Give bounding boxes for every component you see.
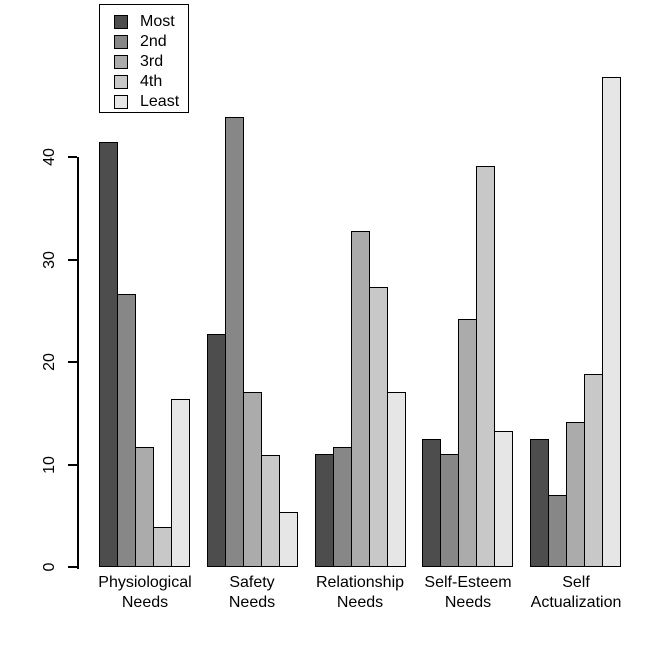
x-axis-label-line: Needs <box>121 594 169 611</box>
bar-3rd-group2 <box>243 392 262 567</box>
legend: Most 2nd 3rd 4th Least <box>99 4 189 113</box>
bar-2nd-group3 <box>333 447 352 567</box>
y-axis-tick-label: 0 <box>41 562 58 572</box>
legend-row-2nd: 2nd <box>114 32 188 52</box>
bar-2nd-group4 <box>440 454 459 567</box>
legend-row-3rd: 3rd <box>114 52 188 72</box>
x-axis-category-label: Safety Needs <box>167 573 337 613</box>
y-axis-tick <box>68 463 77 466</box>
x-axis-label-line: Needs <box>444 594 492 611</box>
bar-3rd-group4 <box>458 319 477 567</box>
y-axis-tick <box>68 156 77 158</box>
x-axis-category-label: Relationship Needs <box>275 573 445 613</box>
bar-4th-group5 <box>584 374 603 567</box>
legend-swatch-most <box>114 15 128 29</box>
legend-row-most: Most <box>114 12 188 32</box>
bar-most-group4 <box>422 439 441 567</box>
y-axis-tick-label: 10 <box>41 455 58 474</box>
legend-swatch-2nd <box>114 35 128 49</box>
bar-2nd-group1 <box>117 294 136 567</box>
legend-label-2nd: 2nd <box>140 33 167 50</box>
x-axis-category-label: Physiological Needs <box>60 573 230 613</box>
legend-swatch-least <box>114 95 128 109</box>
bar-4th-group4 <box>476 166 495 567</box>
y-axis-tick-label: 30 <box>41 250 58 269</box>
legend-label-3rd: 3rd <box>140 53 164 70</box>
bar-least-group5 <box>602 77 621 567</box>
bar-most-group5 <box>530 439 549 567</box>
x-axis-label-line: Safety <box>229 574 275 591</box>
bar-most-group3 <box>315 454 334 567</box>
bar-3rd-group5 <box>566 422 585 567</box>
y-axis-line <box>77 157 79 569</box>
y-axis-tick <box>68 361 77 363</box>
legend-swatch-3rd <box>114 55 128 69</box>
x-axis-label-line: Relationship <box>315 574 405 591</box>
legend-label-most: Most <box>140 13 175 30</box>
x-axis-category-label: Self Actualization <box>491 573 661 613</box>
bar-most-group1 <box>99 142 118 567</box>
y-axis-tick-label: 40 <box>41 148 58 166</box>
x-axis-label-line: Needs <box>228 594 276 611</box>
y-axis-tick-label: 20 <box>41 353 58 371</box>
y-axis-tick <box>68 258 77 261</box>
bar-3rd-group3 <box>351 231 370 567</box>
bar-least-group2 <box>279 512 298 567</box>
bar-4th-group1 <box>153 527 172 567</box>
bar-most-group2 <box>207 334 226 567</box>
x-axis-category-label: Self-Esteem Needs <box>383 573 553 613</box>
bar-3rd-group1 <box>135 447 154 567</box>
legend-row-least: Least <box>114 92 188 112</box>
bar-least-group3 <box>387 392 406 567</box>
x-axis-label-line: Self-Esteem <box>424 574 512 591</box>
bar-4th-group2 <box>261 455 280 567</box>
y-axis-tick <box>68 566 77 568</box>
bar-2nd-group5 <box>548 495 567 567</box>
x-axis-label-line: Actualization <box>530 594 622 611</box>
bar-2nd-group2 <box>225 117 244 567</box>
legend-swatch-4th <box>114 75 128 89</box>
legend-row-4th: 4th <box>114 72 188 92</box>
x-axis-label-line: Physiological <box>98 574 192 591</box>
bar-4th-group3 <box>369 287 388 567</box>
bar-least-group4 <box>494 431 513 567</box>
x-axis-label-line: Self <box>562 574 590 591</box>
x-axis-label-line: Needs <box>336 594 384 611</box>
bar-least-group1 <box>171 399 190 567</box>
legend-label-least: Least <box>140 93 180 110</box>
legend-label-4th: 4th <box>140 73 163 90</box>
